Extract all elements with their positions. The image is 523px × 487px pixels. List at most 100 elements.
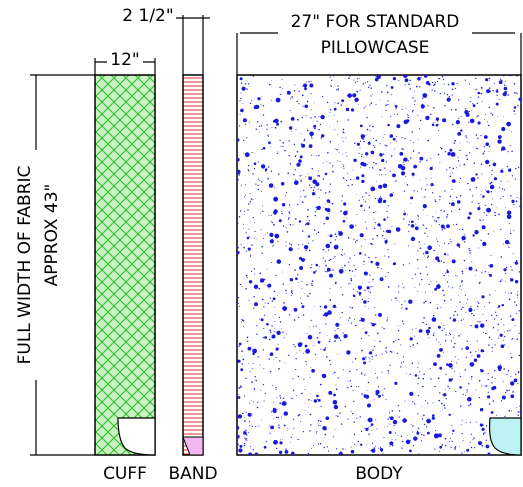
- speckle: [308, 81, 310, 83]
- speckle: [383, 133, 385, 135]
- speckle: [288, 211, 290, 213]
- speckle: [367, 426, 369, 428]
- speckle: [237, 169, 241, 175]
- speckle: [278, 450, 283, 454]
- speckle: [398, 301, 400, 303]
- speckle: [238, 393, 239, 395]
- speckle: [291, 96, 293, 98]
- speckle: [343, 165, 345, 167]
- speckle: [253, 268, 256, 270]
- speckle: [460, 308, 463, 310]
- speckle: [406, 372, 407, 374]
- speckle: [506, 210, 512, 215]
- speckle: [386, 239, 388, 241]
- speckle: [413, 190, 415, 192]
- speckle: [423, 196, 425, 198]
- speckle: [268, 183, 274, 188]
- speckle: [509, 130, 510, 131]
- speckle: [490, 181, 493, 184]
- speckle: [427, 402, 429, 404]
- speckle: [400, 362, 403, 364]
- speckle: [368, 335, 370, 337]
- speckle: [464, 369, 466, 371]
- speckle: [457, 160, 460, 162]
- speckle: [324, 207, 328, 211]
- speckle: [387, 249, 389, 251]
- speckle: [370, 286, 372, 288]
- speckle: [443, 328, 445, 330]
- speckle: [291, 294, 293, 296]
- speckle: [382, 353, 383, 355]
- speckle: [238, 216, 241, 218]
- speckle: [412, 176, 414, 178]
- speckle: [311, 280, 314, 283]
- speckle: [387, 370, 390, 372]
- speckle: [288, 354, 290, 356]
- part-label: CUFF: [103, 464, 147, 484]
- speckle: [375, 419, 377, 421]
- speckle: [471, 355, 473, 357]
- speckle: [489, 264, 494, 268]
- speckle: [318, 174, 320, 177]
- speckle: [400, 171, 406, 176]
- speckle: [288, 155, 290, 157]
- speckle: [413, 164, 418, 169]
- speckle: [482, 408, 484, 410]
- speckle: [310, 424, 312, 426]
- speckle: [360, 429, 362, 431]
- speckle: [446, 216, 448, 218]
- speckle: [478, 202, 480, 205]
- speckle: [369, 84, 371, 86]
- speckle: [275, 389, 277, 391]
- speckle: [372, 238, 374, 240]
- speckle: [299, 155, 303, 159]
- speckle: [337, 415, 339, 417]
- speckle: [346, 350, 351, 355]
- speckle: [265, 441, 267, 443]
- speckle: [258, 425, 260, 427]
- speckle: [275, 347, 279, 351]
- speckle: [372, 278, 374, 281]
- speckle: [305, 115, 307, 117]
- speckle: [385, 242, 387, 245]
- speckle: [462, 440, 464, 442]
- speckle: [465, 267, 467, 269]
- speckle: [246, 336, 249, 339]
- speckle: [319, 123, 322, 126]
- speckle: [335, 322, 340, 327]
- speckle: [389, 423, 391, 425]
- speckle: [264, 392, 266, 394]
- speckle: [356, 414, 357, 416]
- speckle: [419, 179, 421, 181]
- speckle: [505, 149, 507, 151]
- speckle: [350, 410, 352, 412]
- speckle: [375, 139, 378, 142]
- speckle: [356, 78, 358, 80]
- speckle: [475, 389, 477, 391]
- speckle: [509, 145, 511, 146]
- speckle: [480, 163, 483, 165]
- speckle: [278, 173, 280, 175]
- speckle: [332, 304, 337, 309]
- speckle: [405, 439, 411, 445]
- speckle: [429, 419, 432, 422]
- speckle: [268, 166, 270, 168]
- speckle: [494, 370, 496, 372]
- speckle: [332, 436, 334, 438]
- speckle: [519, 405, 521, 407]
- speckle: [312, 189, 315, 192]
- band: 2 1/2" BAND: [122, 6, 217, 484]
- speckle: [252, 348, 257, 354]
- speckle: [269, 329, 272, 332]
- speckle: [329, 292, 331, 294]
- speckle: [454, 448, 456, 450]
- speckle: [291, 451, 295, 455]
- speckle: [387, 229, 392, 234]
- speckle: [274, 314, 276, 316]
- speckle: [487, 233, 490, 235]
- speckle: [416, 342, 419, 345]
- speckle: [489, 164, 491, 167]
- speckle: [389, 364, 391, 366]
- speckle: [252, 173, 254, 175]
- speckle: [264, 170, 267, 172]
